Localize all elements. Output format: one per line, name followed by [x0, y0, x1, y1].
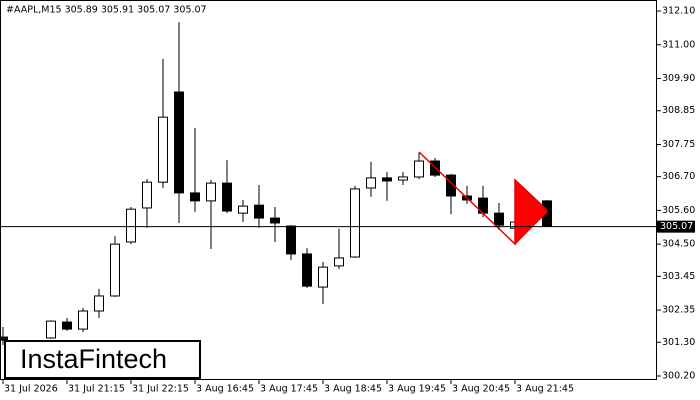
candle-body	[350, 188, 360, 258]
y-tick-label: 307.75	[662, 139, 695, 150]
x-tick-label: 3 Aug 21:45	[516, 384, 574, 395]
x-tick-label: 31 Jul 22:15	[132, 384, 189, 395]
x-tick-label: 3 Aug 17:45	[260, 384, 318, 395]
x-tick-label: 31 Jul 21:15	[68, 384, 125, 395]
candle-body	[446, 174, 456, 197]
x-tick-label: 3 Aug 18:45	[324, 384, 382, 395]
plot-frame	[0, 0, 657, 380]
candle-body	[286, 225, 296, 255]
candle-body	[366, 177, 376, 189]
logo-box	[4, 340, 201, 379]
candle-body	[318, 266, 328, 288]
chart-title: #AAPL,M15 305.89 305.91 305.07 305.07	[6, 5, 207, 16]
candle-body	[62, 321, 72, 330]
candle-body	[94, 295, 104, 312]
y-tick-label: 312.10	[662, 6, 695, 17]
candle-body	[78, 310, 88, 330]
candle-body	[126, 208, 136, 243]
candle-body	[0, 336, 8, 341]
y-tick-label: 306.70	[662, 171, 695, 182]
pennant	[514, 178, 548, 246]
candle-body	[494, 212, 504, 226]
candle-body	[398, 176, 408, 181]
candle-body	[414, 160, 424, 178]
overlay: 305.07	[0, 220, 695, 233]
candle-body	[174, 91, 184, 194]
y-tick-label: 303.45	[662, 271, 695, 282]
x-tick-label: 3 Aug 16:45	[196, 384, 254, 395]
candle-body	[222, 182, 232, 212]
candle-body	[206, 182, 216, 202]
candle-body	[382, 177, 392, 182]
candle-body	[158, 116, 168, 183]
y-tick-label: 305.60	[662, 205, 695, 216]
y-tick-label: 301.30	[662, 337, 695, 348]
candle-body	[46, 320, 56, 339]
y-tick-label: 300.20	[662, 371, 695, 382]
logo: InstaFintech	[20, 344, 167, 374]
candle-body	[142, 181, 152, 209]
candle-body	[110, 243, 120, 297]
price-label: 305.07	[660, 221, 693, 232]
x-tick-label: 31 Jul 2026	[4, 384, 58, 395]
candle-body	[238, 205, 248, 214]
candle-body	[302, 253, 312, 287]
x-tick-label: 3 Aug 20:45	[452, 384, 510, 395]
y-tick-label: 304.50	[662, 239, 695, 250]
candle-body	[254, 204, 264, 219]
candle-body	[334, 257, 344, 267]
y-tick-label: 308.85	[662, 105, 695, 116]
candle-body	[190, 192, 200, 202]
y-tick-label: 302.35	[662, 305, 695, 316]
candle-body	[270, 217, 280, 224]
x-tick-label: 3 Aug 19:45	[388, 384, 446, 395]
y-tick-label: 309.90	[662, 73, 695, 84]
y-tick-label: 311.00	[662, 39, 695, 50]
price-box	[657, 220, 695, 233]
